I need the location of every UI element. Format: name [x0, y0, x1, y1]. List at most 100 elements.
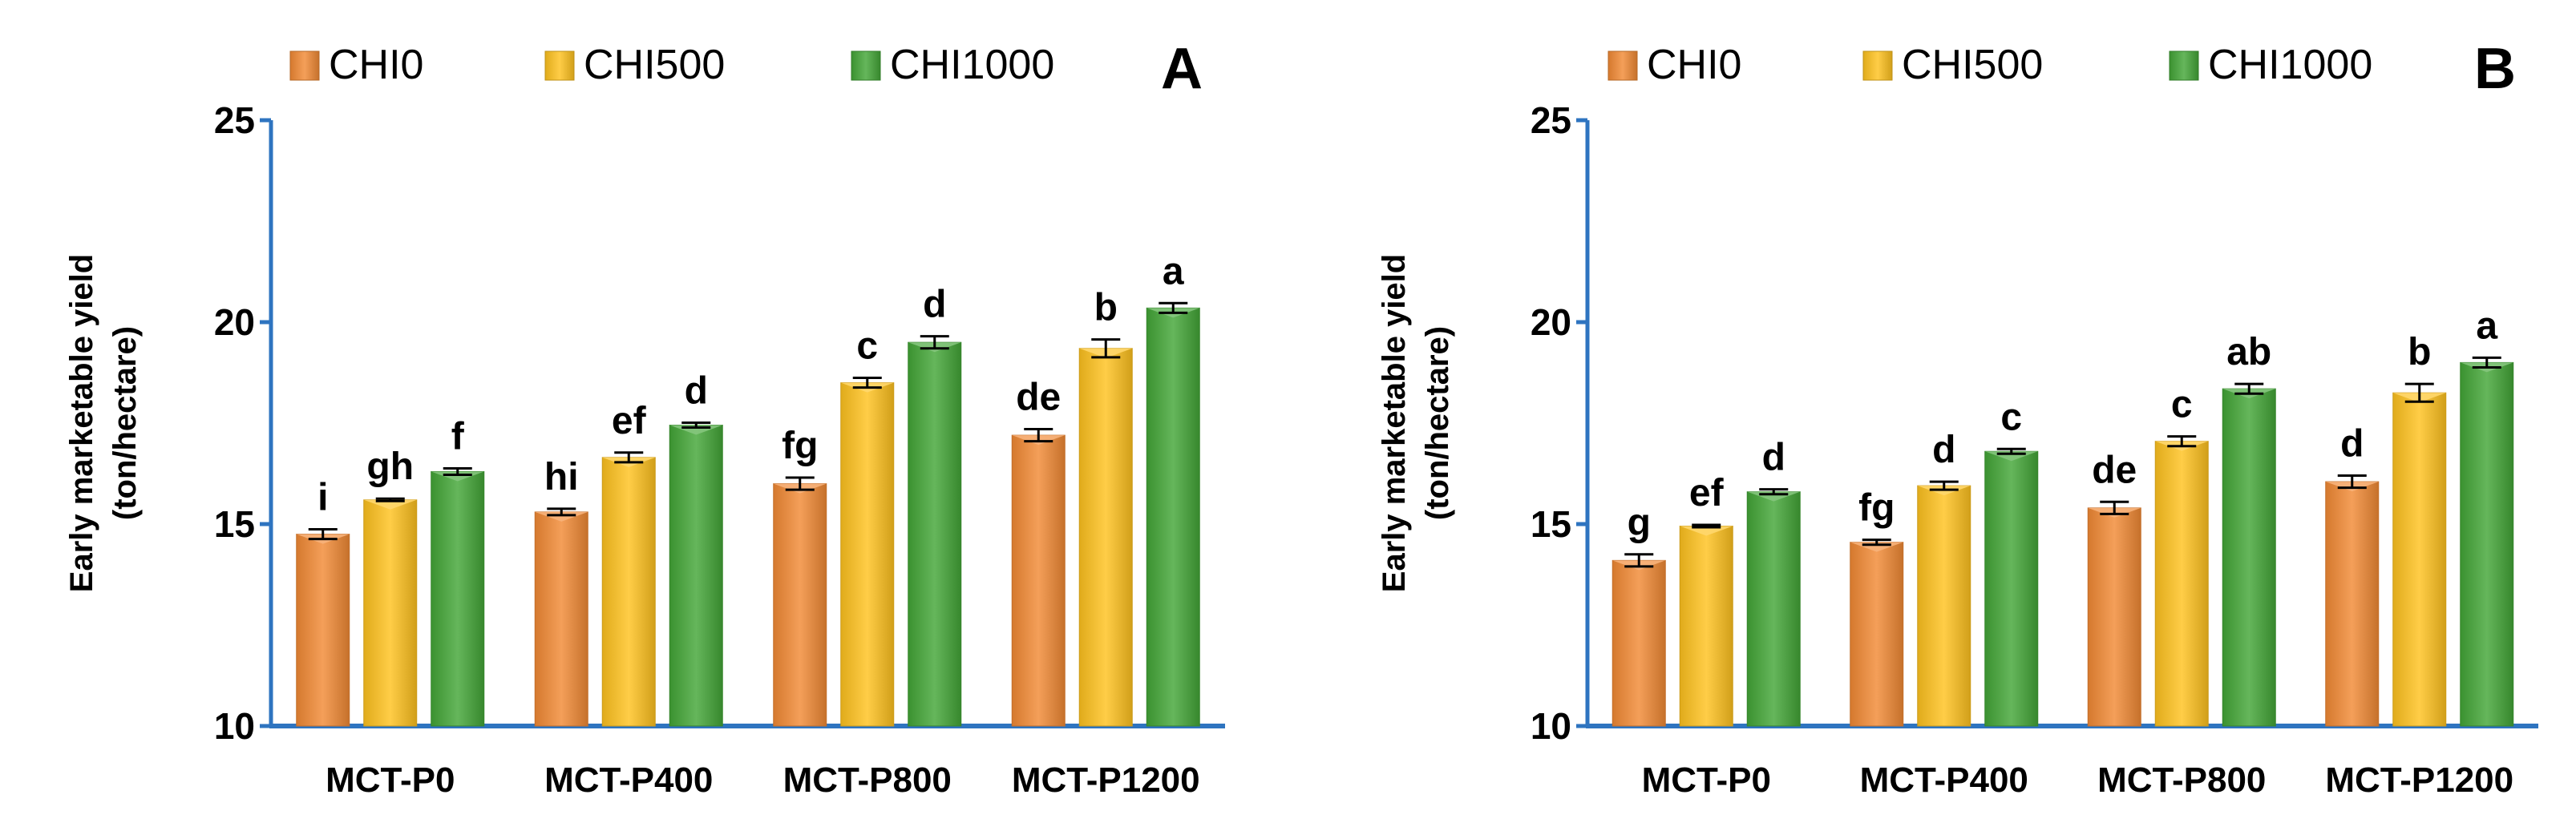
error-bar	[1091, 338, 1121, 359]
x-tick-label: MCT-P400	[1860, 760, 2028, 800]
legend-swatch-chi0	[1607, 50, 1638, 81]
error-bar	[1862, 539, 1891, 547]
bar-chi1000	[1146, 307, 1200, 727]
legend-label-chi1000: CHI1000	[2208, 42, 2372, 88]
bar-chi0	[1612, 559, 1666, 727]
bar-chi1000	[1746, 491, 1801, 727]
significance-label: a	[2476, 305, 2497, 347]
bar-chi500	[1679, 526, 1733, 727]
error-bar	[1159, 301, 1188, 314]
legend-label-chi0: CHI0	[1647, 42, 1741, 88]
x-tick-label: MCT-P1200	[1012, 760, 1200, 800]
legend-swatch-chi500	[544, 50, 575, 81]
bar-chi500	[2154, 441, 2209, 727]
bar-chi0	[534, 511, 588, 727]
y-tick-label: 10	[1531, 705, 1571, 747]
x-tick-label: MCT-P1200	[2325, 760, 2513, 800]
bar-chi0	[1011, 434, 1066, 727]
y-tick-label: 15	[1531, 503, 1571, 545]
bar-chi500	[1078, 348, 1133, 727]
panel-label: A	[1161, 37, 1203, 101]
error-bar	[2234, 382, 2264, 395]
bar-chi1000	[669, 425, 723, 727]
significance-label: i	[317, 477, 328, 519]
significance-label: de	[2092, 449, 2137, 491]
error-bar	[2167, 435, 2197, 448]
legend-label-chi500: CHI500	[584, 42, 725, 88]
chart-panel-b: 10 15 20 25 Early marketable yield (ton/hecta…	[1377, 37, 2538, 800]
y-axis-label: Early marketable yield (ton/hectare)	[64, 254, 143, 592]
y-tick-label: 10	[214, 705, 255, 747]
y-tick-label: 20	[214, 301, 255, 343]
x-tick-label: MCT-P0	[326, 760, 455, 800]
y-tick-label: 25	[1531, 99, 1571, 141]
error-bar	[1624, 553, 1654, 568]
error-bar	[1024, 428, 1053, 443]
significance-label: d	[1762, 437, 1785, 479]
error-bar	[1929, 480, 1959, 491]
error-bar	[2472, 356, 2501, 369]
panel-label: B	[2474, 37, 2516, 101]
bar-chi0	[2325, 481, 2380, 727]
bar-chi500	[2392, 392, 2447, 727]
significance-label: f	[451, 415, 465, 458]
error-bar	[2337, 474, 2367, 490]
bar-chi0	[2087, 507, 2141, 727]
error-bar	[375, 497, 405, 502]
legend-label-chi500: CHI500	[1902, 42, 2043, 88]
significance-label: ef	[612, 400, 647, 442]
significance-label: b	[1094, 287, 1118, 329]
significance-label: ab	[2226, 331, 2271, 373]
x-tick-label: MCT-P400	[544, 760, 713, 800]
significance-label: d	[685, 369, 708, 412]
legend-swatch-chi1000	[851, 50, 881, 81]
bar-chi1000	[1984, 450, 2039, 727]
error-bar	[614, 451, 644, 464]
bar-chi0	[1850, 542, 1904, 727]
error-bar	[1996, 447, 2026, 455]
legend-label-chi1000: CHI1000	[890, 42, 1054, 88]
bar-chi0	[773, 483, 827, 727]
significance-label: fg	[1858, 487, 1895, 530]
bar-chi1000	[908, 341, 962, 727]
error-bar	[308, 528, 338, 541]
bar-chi1000	[431, 470, 485, 727]
significance-label: fg	[782, 425, 818, 467]
legend-label-chi0: CHI0	[329, 42, 423, 88]
bar-chi500	[363, 499, 418, 727]
y-axis-label: Early marketable yield (ton/hectare)	[1377, 254, 1455, 592]
significance-label: d	[923, 284, 946, 326]
significance-label: d	[1932, 429, 1955, 471]
bar-chi0	[296, 534, 350, 727]
legend-swatch-chi500	[1862, 50, 1893, 81]
chart-panel-a: 10 15 20 25 Early marketable yield (ton/hecta…	[64, 37, 1225, 800]
bar-chi1000	[2460, 361, 2514, 727]
bar-chi500	[601, 457, 656, 727]
x-tick-label: MCT-P800	[783, 760, 952, 800]
significance-label: d	[2340, 423, 2364, 466]
error-bar	[1692, 523, 1721, 529]
bar-chi500	[1917, 485, 1971, 727]
error-bar	[2404, 382, 2434, 403]
significance-label: gh	[366, 446, 414, 488]
x-tick-label: MCT-P800	[2097, 760, 2266, 800]
error-bar	[443, 466, 472, 477]
y-tick-label: 25	[214, 99, 255, 141]
significance-label: de	[1016, 377, 1061, 419]
error-bar	[920, 335, 949, 350]
error-bar	[852, 377, 882, 389]
bar-chi1000	[2222, 388, 2276, 727]
significance-label: b	[2408, 331, 2431, 373]
significance-label: hi	[544, 456, 579, 498]
error-bar	[681, 421, 711, 430]
significance-label: c	[856, 325, 878, 368]
error-bar	[547, 507, 576, 517]
significance-label: c	[2000, 396, 2022, 438]
error-bar	[2100, 500, 2129, 515]
significance-label: a	[1163, 250, 1184, 292]
y-tick-label: 20	[1531, 301, 1571, 343]
significance-label: g	[1628, 502, 1651, 544]
legend-swatch-chi0	[289, 50, 320, 81]
